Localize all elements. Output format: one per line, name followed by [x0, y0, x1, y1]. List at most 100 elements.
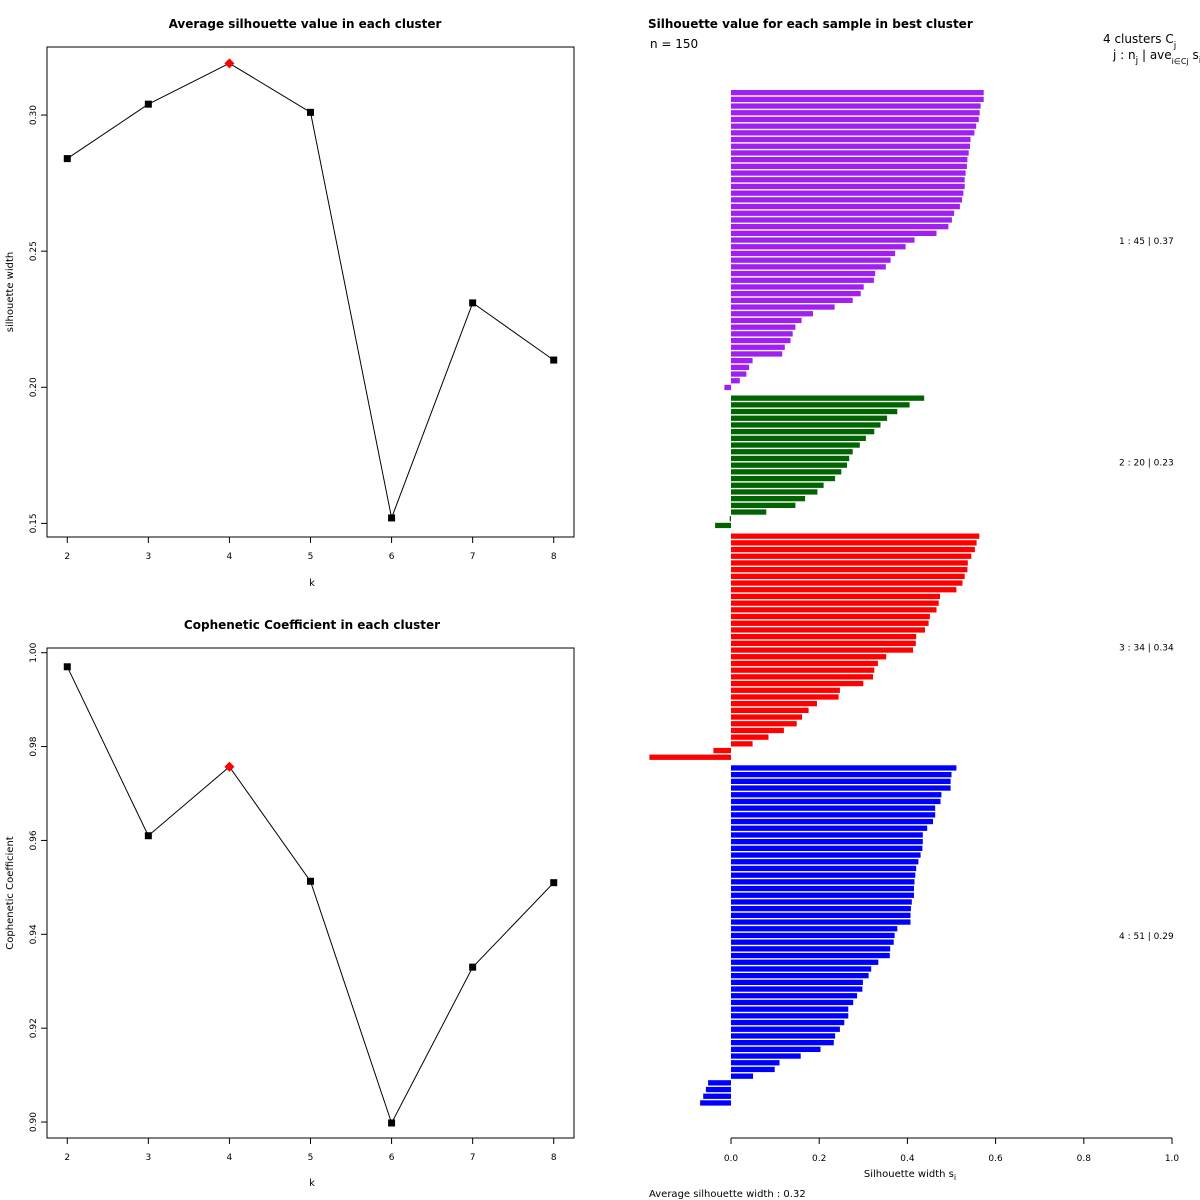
- silhouette-bar: [731, 96, 984, 102]
- y-tick-label: 0.96: [29, 830, 39, 850]
- silhouette-bar: [731, 502, 796, 508]
- silhouette-bar: [731, 415, 888, 421]
- silhouette-bar: [731, 442, 860, 448]
- y-tick-label: 0.25: [29, 241, 39, 261]
- y-tick-label: 1.00: [29, 642, 39, 662]
- silhouette-bar: [731, 183, 965, 190]
- silhouette-bar: [731, 150, 969, 156]
- silhouette-bar: [731, 244, 906, 250]
- silhouette-bar: [731, 304, 835, 310]
- silhouette-bar: [731, 203, 960, 210]
- silhouette-bar: [731, 792, 942, 798]
- silhouette-bar: [731, 667, 875, 673]
- silhouette-bar: [731, 613, 930, 620]
- silhouette-bar: [729, 516, 731, 522]
- data-point: [388, 514, 396, 522]
- silhouette-bar: [731, 734, 769, 740]
- data-point: [144, 100, 152, 108]
- silhouette-bar: [731, 455, 850, 462]
- chart3-x-ticks: 0.0 0.2 0.4 0.6 0.8 1.0: [724, 1138, 1179, 1164]
- silhouette-bar: [731, 993, 858, 999]
- x-tick-label: 4: [227, 552, 233, 562]
- silhouette-bar: [713, 747, 731, 754]
- silhouette-bar: [731, 1013, 849, 1019]
- silhouette-bar: [731, 237, 915, 243]
- silhouette-bar: [731, 593, 940, 600]
- silhouette-bar: [731, 136, 971, 143]
- silhouette-bar: [731, 1060, 780, 1066]
- silhouette-bar: [731, 123, 977, 129]
- x-tick-label: 0.0: [724, 1154, 739, 1164]
- silhouette-bar: [731, 90, 984, 96]
- silhouette-bar: [731, 1046, 821, 1052]
- silhouette-bar: [731, 344, 785, 350]
- silhouette-bar: [731, 852, 921, 858]
- silhouette-bar: [731, 999, 854, 1006]
- silhouette-bar: [731, 741, 753, 747]
- silhouette-bar: [731, 449, 853, 455]
- silhouette-bar: [731, 798, 941, 805]
- silhouette-bar: [731, 573, 965, 579]
- silhouette-bar: [731, 647, 914, 653]
- silhouette-bar: [731, 297, 853, 303]
- silhouette-bar: [708, 1080, 731, 1086]
- silhouette-bar: [731, 324, 796, 330]
- silhouette-bar: [731, 946, 891, 952]
- x-tick-label: 8: [551, 1153, 557, 1163]
- chart1-y-label: silhouette width: [5, 252, 16, 332]
- silhouette-bar: [731, 230, 937, 236]
- silhouette-bar: [731, 371, 747, 377]
- silhouette-bar: [731, 865, 917, 872]
- data-point: [469, 963, 477, 971]
- header-si-sub: i: [1199, 56, 1200, 66]
- silhouette-bar: [731, 435, 866, 441]
- data-point: [307, 108, 314, 116]
- x-tick-label: 2: [64, 1153, 70, 1163]
- silhouette-bar: [731, 859, 919, 865]
- silhouette-bar: [731, 912, 911, 918]
- header-clusters-sub: j: [1173, 41, 1177, 51]
- silhouette-bar: [731, 627, 925, 633]
- x-tick-label: 6: [389, 1153, 395, 1163]
- silhouette-bar: [731, 291, 861, 297]
- silhouette-bar: [731, 1019, 845, 1026]
- silhouette-bar: [731, 103, 981, 109]
- silhouette-bar: [731, 899, 912, 905]
- silhouette-bar: [731, 952, 890, 959]
- x-tick-label: 5: [308, 552, 314, 562]
- silhouette-bar: [731, 469, 842, 475]
- header-ave-text: | ave: [1138, 48, 1172, 62]
- chart1-y-ticks: 0.15 0.20 0.25 0.30: [29, 105, 47, 533]
- x-tick-label: 8: [551, 552, 557, 562]
- chart3-x-label-sub: i: [954, 1173, 956, 1182]
- chart3-n-label: n = 150: [650, 37, 698, 51]
- silhouette-bar: [731, 986, 863, 992]
- cluster-label: 3 : 34 | 0.34: [1119, 643, 1174, 653]
- silhouette-bar: [731, 785, 951, 791]
- silhouette-bar: [703, 1093, 731, 1099]
- silhouette-bar: [731, 1053, 801, 1059]
- silhouette-bar: [731, 906, 911, 912]
- silhouette-bar: [731, 805, 936, 811]
- silhouette-bar: [731, 277, 874, 283]
- silhouette-bar: [731, 284, 864, 290]
- silhouette-bar: [731, 885, 914, 892]
- silhouette-bar: [715, 522, 731, 529]
- chart3-header-line2: j : nj | avei∈Cj si: [1112, 48, 1200, 66]
- silhouette-bar: [731, 197, 963, 203]
- silhouette-bar: [705, 1086, 731, 1093]
- silhouette-bar: [731, 489, 818, 495]
- x-tick-label: 3: [145, 552, 151, 562]
- silhouette-bar: [731, 408, 898, 415]
- silhouette-bar: [731, 546, 975, 553]
- silhouette-bar: [731, 533, 980, 539]
- x-tick-label: 4: [227, 1153, 233, 1163]
- silhouette-bar: [731, 462, 847, 468]
- chart2-x-label: k: [309, 1178, 315, 1189]
- silhouette-bar: [731, 654, 887, 660]
- header-nj-sub: j: [1135, 56, 1139, 66]
- silhouette-bar: [731, 966, 872, 972]
- data-point: [63, 663, 71, 671]
- header-ave-sub: i∈Cj: [1172, 57, 1189, 66]
